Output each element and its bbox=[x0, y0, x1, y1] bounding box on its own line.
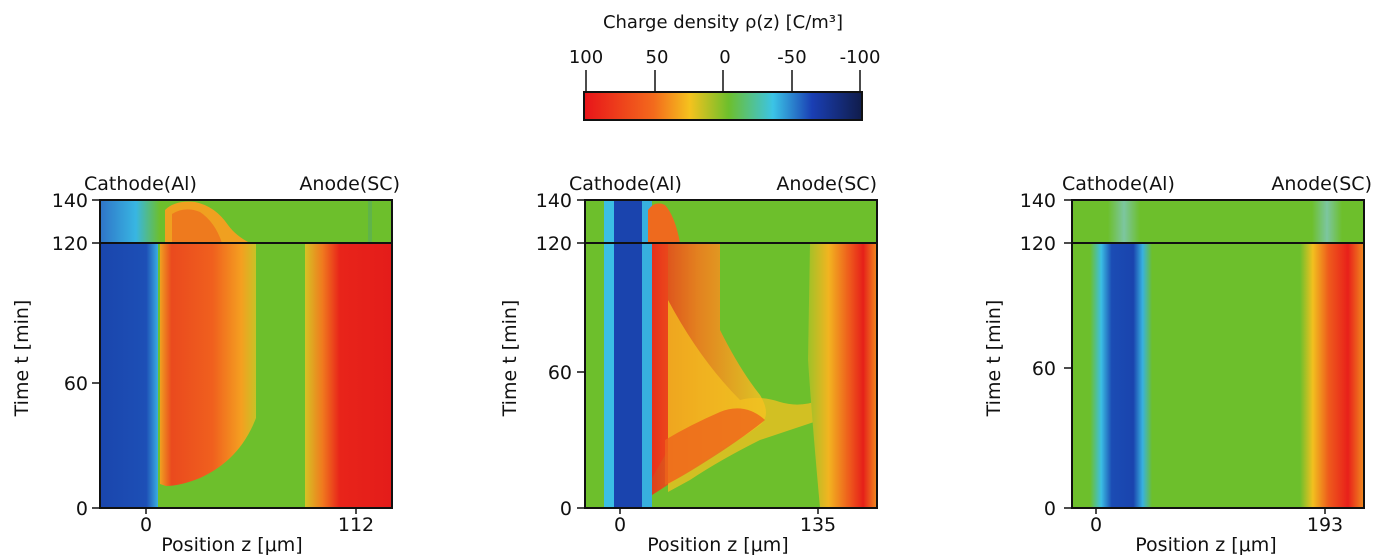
y-tick-label: 60 bbox=[1032, 358, 1056, 380]
x-tick-label: 112 bbox=[338, 514, 374, 536]
heatmap-2-yaxis bbox=[577, 199, 585, 509]
heatmap-1-yaxis bbox=[92, 199, 100, 509]
electrode-label-cathode: Cathode(Al) bbox=[1062, 173, 1175, 195]
y-tick-label: 0 bbox=[1044, 498, 1056, 520]
y-tick-label: 0 bbox=[76, 498, 88, 520]
x-tick-label: 0 bbox=[614, 514, 626, 536]
heatmap-2-field bbox=[585, 200, 877, 508]
heatmap-1-xaxis bbox=[145, 508, 357, 514]
colorbar-tick-label: -100 bbox=[840, 47, 881, 68]
x-tick-label: 0 bbox=[140, 514, 152, 536]
colorbar-tick-label: -50 bbox=[777, 47, 806, 68]
y-tick-label: 60 bbox=[64, 373, 88, 395]
y-axis-label: Time t [min] bbox=[983, 300, 1005, 418]
y-tick-label: 120 bbox=[1020, 233, 1056, 255]
colorbar-tick-label: 100 bbox=[569, 47, 603, 68]
heatmap-1-frame bbox=[99, 199, 393, 509]
heatmap-3-frame bbox=[1071, 199, 1365, 509]
y-tick-label: 140 bbox=[52, 190, 88, 212]
electrode-label-anode: Anode(SC) bbox=[776, 173, 877, 195]
heatmap-panel-3: 140 120 60 0 0 193 Position z [μm] Time … bbox=[983, 173, 1372, 556]
x-tick-label: 135 bbox=[800, 514, 836, 536]
electrode-label-anode: Anode(SC) bbox=[1271, 173, 1372, 195]
colorbar-tick-label: 0 bbox=[719, 47, 730, 68]
heatmap-2-frame bbox=[584, 199, 878, 509]
x-tick-label: 193 bbox=[1307, 514, 1343, 536]
y-tick-label: 120 bbox=[536, 233, 572, 255]
y-tick-label: 0 bbox=[560, 498, 572, 520]
heatmap-panel-2: 140 120 60 0 0 135 Position z [μm] Time … bbox=[499, 173, 878, 556]
colorbar-title: Charge density ρ(z) [C/m³] bbox=[603, 12, 843, 33]
colorbar-gradient bbox=[583, 91, 863, 121]
colorbar-tick-label: 50 bbox=[646, 47, 669, 68]
electrode-label-cathode: Cathode(Al) bbox=[84, 173, 197, 195]
x-tick-label: 0 bbox=[1090, 514, 1102, 536]
electrode-label-anode: Anode(SC) bbox=[299, 173, 400, 195]
x-axis-label: Position z [μm] bbox=[161, 534, 302, 556]
y-tick-label: 120 bbox=[52, 233, 88, 255]
y-tick-label: 60 bbox=[548, 362, 572, 384]
y-tick-label: 140 bbox=[1020, 190, 1056, 212]
y-tick-label: 140 bbox=[536, 190, 572, 212]
x-axis-label: Position z [μm] bbox=[1135, 534, 1276, 556]
heatmap-3-xaxis bbox=[1095, 508, 1326, 514]
y-axis-label: Time t [min] bbox=[11, 300, 33, 418]
heatmap-3-yaxis bbox=[1064, 199, 1072, 509]
electrode-label-cathode: Cathode(Al) bbox=[569, 173, 682, 195]
heatmap-1-field bbox=[100, 200, 392, 508]
heatmap-panel-1: 140 120 60 0 0 112 Position z [μm] Time … bbox=[11, 173, 400, 556]
heatmap-2-xaxis bbox=[619, 508, 819, 514]
heatmap-3-field bbox=[1072, 200, 1364, 508]
y-axis-label: Time t [min] bbox=[499, 300, 521, 418]
x-axis-label: Position z [μm] bbox=[647, 534, 788, 556]
colorbar-ticks bbox=[585, 70, 861, 92]
colorbar: Charge density ρ(z) [C/m³] 100 50 0 -50 … bbox=[569, 12, 881, 121]
